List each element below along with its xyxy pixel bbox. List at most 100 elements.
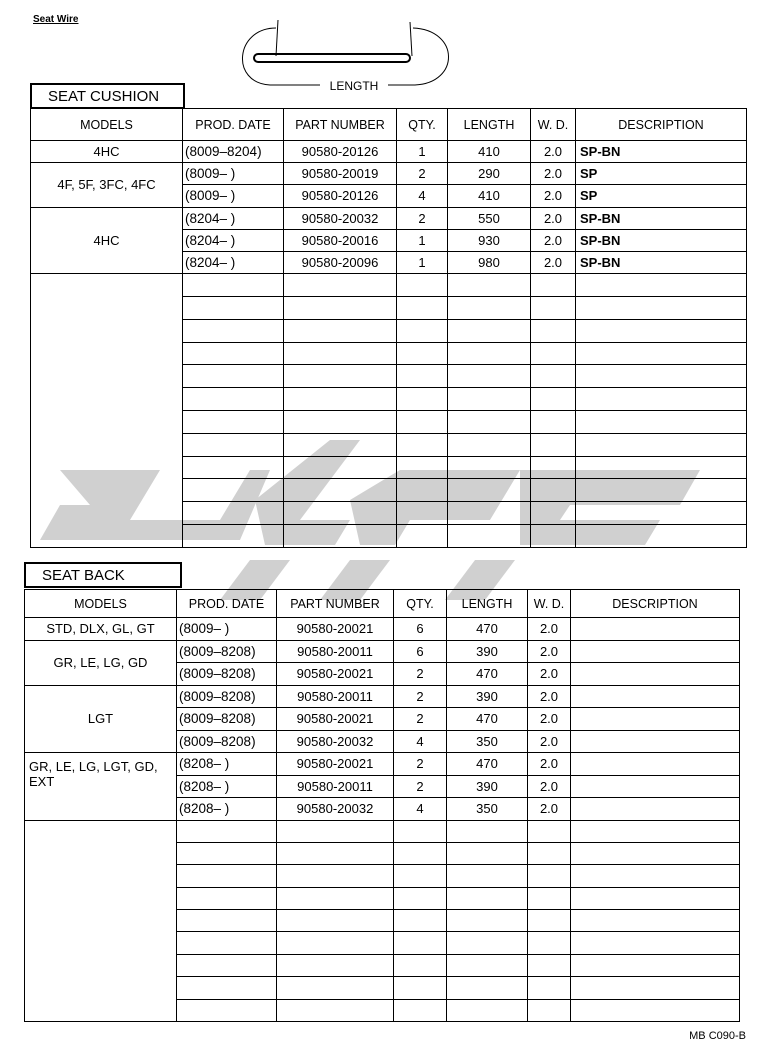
empty-cell: [446, 976, 528, 1000]
empty-cell: [396, 273, 448, 297]
part-number-cell: 90580-20032: [276, 797, 394, 821]
empty-cell: [283, 409, 397, 434]
empty-cell: [530, 523, 576, 548]
empty-cell: [396, 478, 448, 503]
table-row: LGT (8009–8208) 90580-20011 2 390 2.0: [24, 684, 740, 753]
empty-cell: [396, 318, 448, 343]
empty-cell: [24, 864, 177, 888]
empty-row: [30, 523, 747, 548]
empty-cell: [575, 478, 747, 503]
empty-cell: [446, 886, 528, 911]
empty-cell: [447, 523, 531, 548]
description-cell: SP: [575, 162, 747, 186]
prod-date-cell: (8009–8208): [176, 684, 277, 708]
table-row: (8009–8208) 90580-20021 2 470 2.0: [25, 707, 740, 731]
empty-cell: [396, 432, 448, 457]
empty-cell: [276, 909, 394, 933]
empty-cell: [176, 886, 277, 911]
empty-cell: [447, 501, 531, 525]
model-cell: 4F, 5F, 3FC, 4FC: [30, 162, 183, 208]
empty-cell: [182, 455, 284, 480]
wd-cell: 2.0: [527, 797, 571, 821]
length-cell: 980: [447, 250, 531, 275]
empty-cell: [182, 318, 284, 343]
empty-cell: [575, 501, 747, 525]
empty-cell: [24, 842, 177, 865]
column-header: QTY.: [396, 108, 448, 141]
dimension-arc-right: [388, 27, 449, 86]
empty-cell: [393, 819, 447, 843]
empty-cell: [446, 931, 528, 955]
empty-cell: [530, 455, 576, 480]
length-cell: 350: [446, 729, 528, 753]
wd-cell: 2.0: [527, 639, 571, 663]
empty-cell: [570, 998, 740, 1023]
empty-cell: [176, 819, 277, 843]
table-row: 4HC (8204– ) 90580-20032 2 550 2.0 SP-BN: [30, 206, 747, 275]
qty-cell: 2: [393, 684, 447, 708]
empty-cell: [530, 387, 576, 411]
part-number-cell: 90580-20011: [276, 684, 394, 708]
wd-cell: 2.0: [527, 752, 571, 776]
qty-cell: 1: [396, 250, 448, 275]
empty-cell: [570, 819, 740, 843]
empty-cell: [575, 455, 747, 480]
seat-wire-diagram: LENGTH: [242, 19, 449, 93]
empty-cell: [176, 909, 277, 933]
empty-cell: [393, 998, 447, 1023]
empty-cell: [182, 432, 284, 457]
wd-cell: 2.0: [527, 662, 571, 686]
length-cell: 390: [446, 774, 528, 798]
empty-cell: [396, 295, 448, 320]
empty-cell: [283, 432, 397, 457]
empty-cell: [393, 909, 447, 933]
empty-cell: [283, 364, 397, 389]
empty-cell: [447, 409, 531, 434]
column-header: QTY.: [393, 589, 447, 618]
empty-cell: [393, 953, 447, 978]
length-cell: 470: [446, 662, 528, 686]
empty-cell: [570, 864, 740, 888]
empty-cell: [283, 318, 397, 343]
empty-cell: [527, 909, 571, 933]
description-cell: [570, 797, 740, 821]
table-row: 4F, 5F, 3FC, 4FC (8009– ) 90580-20019 2 290 2…: [30, 162, 747, 208]
empty-row: [30, 455, 747, 480]
table-row: (8208– ) 90580-20011 2 390 2.0: [25, 774, 740, 798]
empty-row: [30, 409, 747, 434]
description-cell: SP: [575, 184, 747, 208]
prod-date-cell: (8009–8208): [176, 639, 277, 663]
column-header: DESCRIPTION: [575, 108, 747, 141]
table-row: GR, LE, LG, GD (8009–8208) 90580-20011 6 390…: [24, 639, 740, 686]
length-label: LENGTH: [330, 79, 379, 93]
empty-row: [30, 387, 747, 411]
qty-cell: 4: [393, 797, 447, 821]
empty-cell: [446, 819, 528, 843]
empty-cell: [276, 841, 394, 866]
empty-cell: [396, 364, 448, 389]
empty-cell: [182, 295, 284, 320]
empty-cell: [276, 931, 394, 955]
empty-cell: [575, 295, 747, 320]
empty-cell: [176, 864, 277, 888]
prod-date-cell: (8204– ): [182, 250, 284, 275]
table-row: (8204– ) 90580-20096 1 980 2.0 SP-BN: [31, 250, 747, 275]
prod-date-cell: (8009– ): [176, 617, 277, 641]
empty-cell: [24, 931, 177, 955]
description-cell: [570, 617, 740, 641]
empty-cell: [396, 501, 448, 525]
empty-cell: [447, 341, 531, 366]
wd-cell: 2.0: [530, 184, 576, 208]
empty-cell: [570, 909, 740, 933]
length-cell: 410: [447, 139, 531, 164]
table-row: (8208– ) 90580-20032 4 350 2.0: [25, 797, 740, 821]
qty-cell: 6: [393, 617, 447, 641]
qty-cell: 4: [396, 184, 448, 208]
empty-row: [24, 931, 740, 955]
qty-cell: 1: [396, 139, 448, 164]
length-cell: 410: [447, 184, 531, 208]
column-header: MODELS: [30, 108, 183, 141]
empty-cell: [30, 501, 183, 525]
empty-cell: [575, 364, 747, 389]
empty-cell: [30, 296, 183, 320]
